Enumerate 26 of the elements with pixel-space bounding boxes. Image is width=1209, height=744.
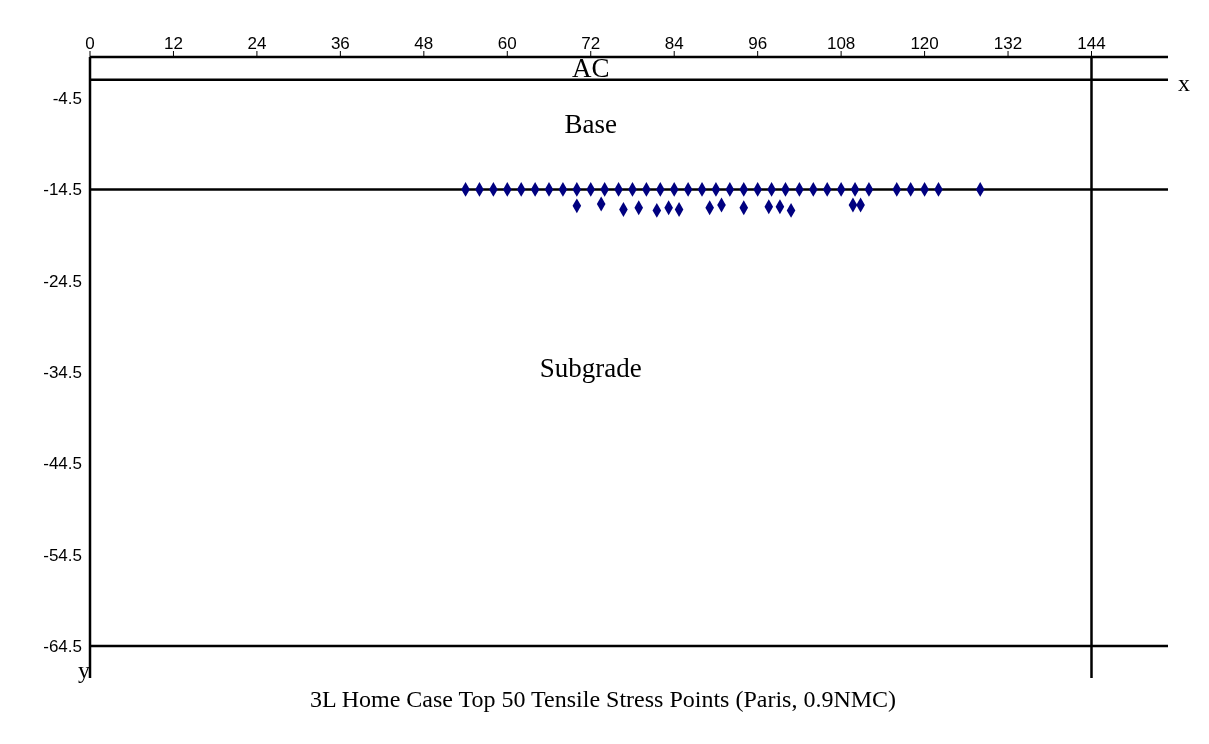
y-tick-label: -24.5 <box>43 271 82 291</box>
x-tick-label: 144 <box>1077 34 1106 53</box>
annotation: Subgrade <box>538 351 643 384</box>
y-tick-label: -34.5 <box>43 363 82 383</box>
y-tick-label: -14.5 <box>43 180 82 200</box>
annotation: Base <box>563 107 618 140</box>
y-axis-title: y <box>78 657 90 683</box>
x-tick-label: 96 <box>748 34 768 53</box>
x-tick-label: 120 <box>910 34 939 53</box>
y-tick-label: -4.5 <box>52 89 82 109</box>
x-tick-label: 108 <box>826 34 856 53</box>
x-tick-label: 24 <box>247 34 267 53</box>
x-tick-label: 84 <box>664 34 684 53</box>
x-tick-label: 60 <box>497 34 517 53</box>
y-tick-label: -44.5 <box>43 454 82 474</box>
x-tick-label: 12 <box>164 34 183 53</box>
y-tick-label: -64.5 <box>43 637 82 657</box>
x-axis-title: x <box>1178 70 1190 97</box>
x-tick-label: 48 <box>414 34 434 53</box>
annotation: AC <box>570 52 611 85</box>
x-tick-label: 72 <box>581 34 601 53</box>
x-tick-label: 0 <box>85 34 95 53</box>
x-tick-label: 36 <box>330 34 350 53</box>
text: 3L Home Case Top 50 Tensile Stress Points (Paris, 0.9NMC) <box>308 686 898 713</box>
x-tick-label: 132 <box>993 34 1023 53</box>
y-tick-label: -54.5 <box>43 545 82 565</box>
